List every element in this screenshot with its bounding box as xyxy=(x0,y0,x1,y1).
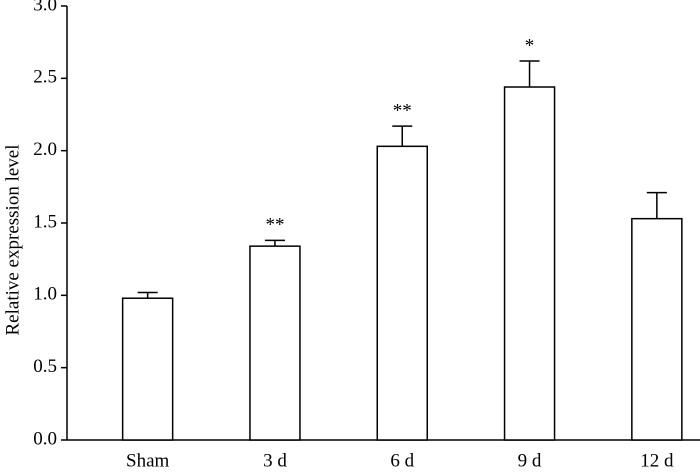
x-tick-label: 12 d xyxy=(640,450,674,471)
bar xyxy=(376,145,428,441)
bar xyxy=(249,245,301,441)
y-tick-label: 2.0 xyxy=(33,139,57,160)
significance-label: * xyxy=(525,35,535,56)
x-tick-label: 6 d xyxy=(390,450,414,471)
error-bar xyxy=(264,239,285,247)
error-bar xyxy=(392,125,413,147)
x-tick-label: 3 d xyxy=(263,450,287,471)
y-tick-label: 0.0 xyxy=(33,428,57,449)
significance-label: ** xyxy=(265,215,284,236)
y-tick-label: 3.0 xyxy=(33,0,57,15)
y-axis-label: Relative expression level xyxy=(2,145,23,336)
y-tick-label: 1.0 xyxy=(33,284,57,305)
bar xyxy=(503,86,556,441)
significance-label: ** xyxy=(393,100,412,121)
x-tick-label: 9 d xyxy=(518,450,542,471)
y-tick-label: 2.5 xyxy=(33,67,57,88)
y-tick-label: 1.5 xyxy=(33,211,57,232)
error-bar xyxy=(519,60,540,88)
bar xyxy=(631,217,683,441)
bar xyxy=(121,297,174,441)
y-tick-label: 0.5 xyxy=(33,356,57,377)
error-bar xyxy=(137,291,158,299)
x-tick-label: Sham xyxy=(126,450,170,471)
error-bar xyxy=(646,191,667,219)
